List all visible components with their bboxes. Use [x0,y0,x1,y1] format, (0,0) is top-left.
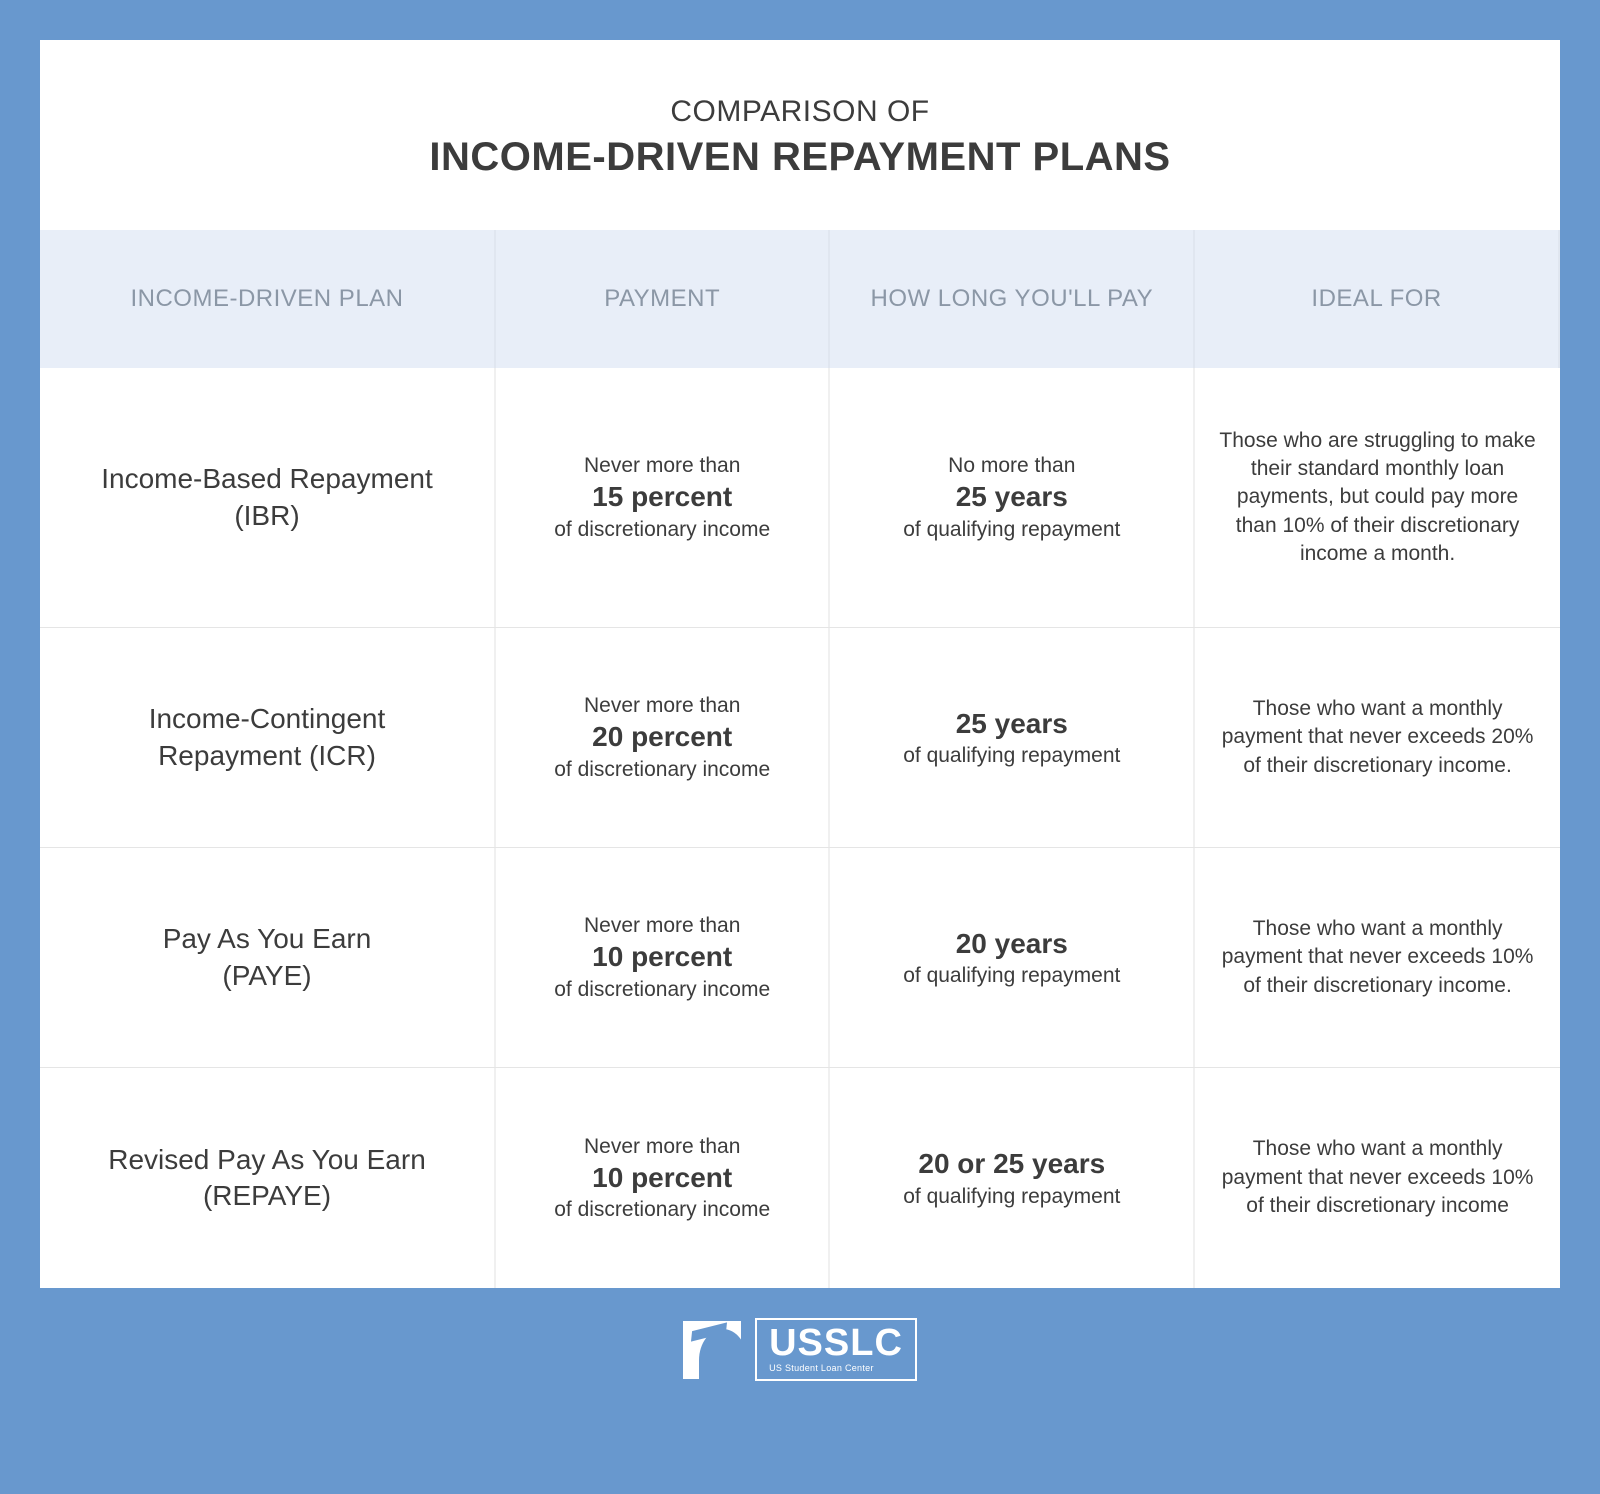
duration-cell: No more than 25 years of qualifying repa… [830,368,1195,627]
duration-post: of qualifying repayment [903,742,1120,769]
ideal-text: Those who are struggling to make their s… [1215,427,1540,569]
table-header-row: INCOME-DRIVEN PLAN PAYMENT HOW LONG YOU'… [40,230,1560,368]
plan-name-line: Income-Based Repayment [101,461,433,497]
duration-post: of qualifying repayment [903,516,1120,543]
payment-pre: Never more than [584,692,740,719]
duration-big: 25 years [956,479,1068,515]
plan-name-line: Pay As You Earn [163,921,372,957]
ideal-cell: Those who want a monthly payment that ne… [1195,628,1560,847]
duration-big: 20 years [956,926,1068,962]
payment-post: of discretionary income [554,756,770,783]
plan-name-cell: Income-Based Repayment (IBR) [40,368,496,627]
payment-pre: Never more than [584,912,740,939]
payment-cell: Never more than 10 percent of discretion… [496,848,830,1067]
title-line1: COMPARISON OF [60,95,1540,129]
payment-cell: Never more than 20 percent of discretion… [496,628,830,847]
payment-post: of discretionary income [554,1196,770,1223]
table-row: Pay As You Earn (PAYE) Never more than 1… [40,848,1560,1068]
ideal-cell: Those who want a monthly payment that ne… [1195,1068,1560,1288]
plan-name-line: (REPAYE) [203,1178,331,1214]
footer: USSLC US Student Loan Center [40,1288,1560,1381]
payment-big: 15 percent [592,479,732,515]
duration-post: of qualifying repayment [903,1183,1120,1210]
col-header-payment: PAYMENT [496,230,830,368]
payment-pre: Never more than [584,1133,740,1160]
comparison-card: COMPARISON OF INCOME-DRIVEN REPAYMENT PL… [40,40,1560,1288]
table-row: Income-Contingent Repayment (ICR) Never … [40,628,1560,848]
logo-main: USSLC [769,1324,903,1362]
plan-name-line: Income-Contingent [149,701,386,737]
ideal-text: Those who want a monthly payment that ne… [1215,1135,1540,1220]
payment-big: 10 percent [592,1160,732,1196]
plan-name-line: (IBR) [234,498,299,534]
payment-big: 20 percent [592,719,732,755]
plan-name-cell: Income-Contingent Repayment (ICR) [40,628,496,847]
payment-big: 10 percent [592,939,732,975]
duration-post: of qualifying repayment [903,962,1120,989]
duration-cell: 20 years of qualifying repayment [830,848,1195,1067]
duration-big: 25 years [956,706,1068,742]
payment-post: of discretionary income [554,516,770,543]
duration-pre: No more than [948,452,1075,479]
col-header-ideal: IDEAL FOR [1195,230,1560,368]
table-row: Revised Pay As You Earn (REPAYE) Never m… [40,1068,1560,1288]
ideal-cell: Those who want a monthly payment that ne… [1195,848,1560,1067]
ideal-text: Those who want a monthly payment that ne… [1215,695,1540,780]
ideal-text: Those who want a monthly payment that ne… [1215,915,1540,1000]
payment-cell: Never more than 15 percent of discretion… [496,368,830,627]
plan-name-line: (PAYE) [222,958,311,994]
col-header-duration: HOW LONG YOU'LL PAY [830,230,1195,368]
plans-table: INCOME-DRIVEN PLAN PAYMENT HOW LONG YOU'… [40,230,1560,1288]
duration-big: 20 or 25 years [918,1146,1105,1182]
col-header-plan: INCOME-DRIVEN PLAN [40,230,496,368]
payment-cell: Never more than 10 percent of discretion… [496,1068,830,1288]
plan-name-cell: Pay As You Earn (PAYE) [40,848,496,1067]
graduate-icon [683,1321,741,1379]
logo-text-box: USSLC US Student Loan Center [755,1318,917,1381]
duration-cell: 25 years of qualifying repayment [830,628,1195,847]
payment-post: of discretionary income [554,976,770,1003]
plan-name-cell: Revised Pay As You Earn (REPAYE) [40,1068,496,1288]
title-line2: INCOME-DRIVEN REPAYMENT PLANS [60,135,1540,180]
ideal-cell: Those who are struggling to make their s… [1195,368,1560,627]
plan-name-line: Repayment (ICR) [158,738,376,774]
plan-name-line: Revised Pay As You Earn [108,1142,426,1178]
logo-sub: US Student Loan Center [769,1364,903,1373]
payment-pre: Never more than [584,452,740,479]
duration-cell: 20 or 25 years of qualifying repayment [830,1068,1195,1288]
title-block: COMPARISON OF INCOME-DRIVEN REPAYMENT PL… [40,40,1560,230]
table-row: Income-Based Repayment (IBR) Never more … [40,368,1560,628]
